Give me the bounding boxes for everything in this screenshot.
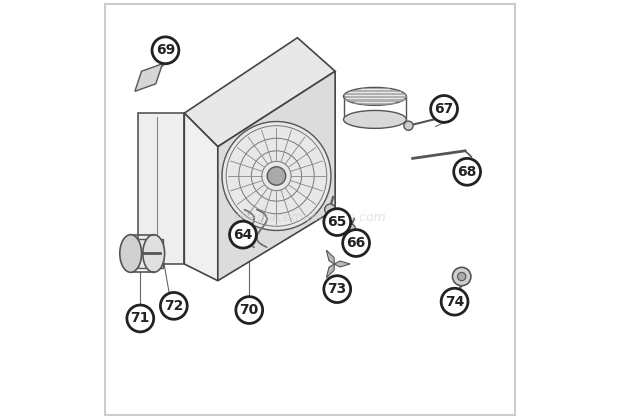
Circle shape: [431, 96, 458, 122]
Circle shape: [222, 122, 331, 230]
Ellipse shape: [143, 235, 164, 272]
Circle shape: [229, 221, 256, 248]
Polygon shape: [184, 113, 218, 281]
Circle shape: [343, 230, 370, 256]
Polygon shape: [135, 64, 162, 91]
Text: 74: 74: [445, 295, 464, 309]
Text: 67: 67: [435, 102, 454, 116]
Text: 71: 71: [131, 311, 150, 326]
Circle shape: [127, 305, 154, 332]
Circle shape: [453, 267, 471, 286]
Ellipse shape: [343, 88, 406, 105]
Text: 64: 64: [233, 228, 252, 242]
Text: 73: 73: [327, 282, 347, 296]
Polygon shape: [218, 71, 335, 281]
Circle shape: [161, 292, 187, 319]
Polygon shape: [326, 264, 334, 278]
Ellipse shape: [343, 111, 406, 128]
Circle shape: [441, 288, 468, 315]
Ellipse shape: [120, 235, 141, 272]
Circle shape: [324, 209, 351, 235]
Polygon shape: [326, 250, 334, 264]
Circle shape: [454, 158, 480, 185]
Text: 70: 70: [239, 303, 259, 317]
Text: eReplacementParts.com: eReplacementParts.com: [234, 211, 386, 225]
Text: 72: 72: [164, 299, 184, 313]
Circle shape: [325, 204, 335, 215]
Circle shape: [152, 37, 179, 64]
Bar: [138, 239, 163, 268]
Circle shape: [267, 167, 286, 185]
Polygon shape: [184, 38, 335, 147]
Text: 65: 65: [327, 215, 347, 229]
Circle shape: [236, 297, 263, 323]
Circle shape: [458, 272, 466, 281]
Text: 69: 69: [156, 43, 175, 57]
Circle shape: [404, 121, 413, 130]
Circle shape: [324, 276, 351, 303]
Text: 68: 68: [458, 165, 477, 179]
Polygon shape: [334, 261, 350, 267]
Polygon shape: [138, 113, 184, 264]
Circle shape: [347, 224, 355, 233]
Text: 66: 66: [347, 236, 366, 250]
